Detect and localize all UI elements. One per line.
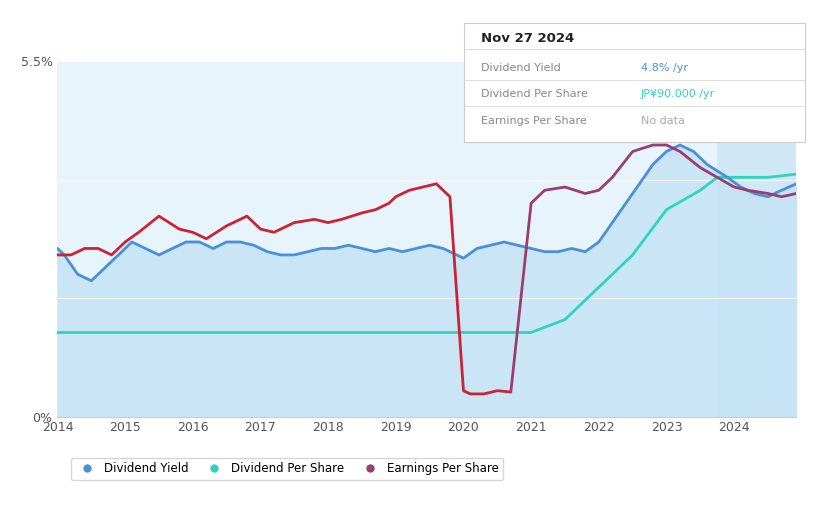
Text: Earnings Per Share: Earnings Per Share xyxy=(481,116,587,126)
Legend: Dividend Yield, Dividend Per Share, Earnings Per Share: Dividend Yield, Dividend Per Share, Earn… xyxy=(71,458,503,480)
Text: No data: No data xyxy=(641,116,685,126)
Text: 4.8% /yr: 4.8% /yr xyxy=(641,63,688,73)
Text: JP¥90.000 /yr: JP¥90.000 /yr xyxy=(641,89,715,100)
Bar xyxy=(718,61,796,417)
Text: Dividend Per Share: Dividend Per Share xyxy=(481,89,588,100)
Text: Past: Past xyxy=(745,111,771,124)
Text: Nov 27 2024: Nov 27 2024 xyxy=(481,33,574,45)
Text: Dividend Yield: Dividend Yield xyxy=(481,63,561,73)
